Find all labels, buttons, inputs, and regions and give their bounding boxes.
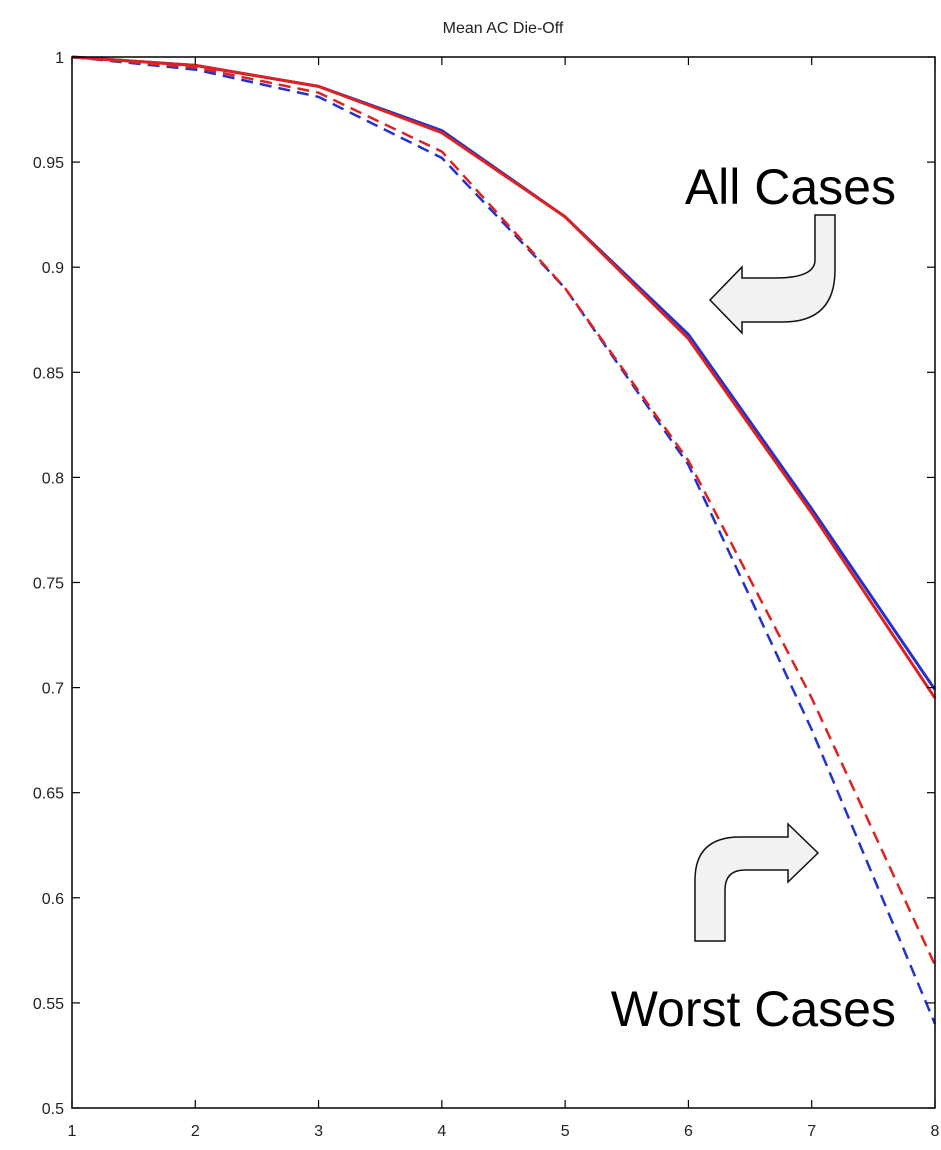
curved-arrow-right-icon — [694, 822, 820, 942]
series-line-1 — [71, 55, 937, 699]
curved-arrow-left-icon — [708, 214, 836, 335]
series-line-2 — [71, 55, 937, 1025]
x-tick-label: 4 — [437, 1123, 446, 1140]
y-tick-label: 0.65 — [33, 786, 64, 803]
y-tick-label: 0.85 — [33, 365, 64, 382]
x-tick-label: 1 — [68, 1123, 77, 1140]
chart-title: Mean AC Die-Off — [443, 20, 564, 37]
x-tick-label: 3 — [314, 1123, 323, 1140]
y-tick-label: 0.7 — [42, 681, 64, 698]
annotation-worst-cases: Worst Cases — [611, 981, 896, 1037]
y-tick-label: 0.55 — [33, 996, 64, 1013]
x-tick-label: 2 — [191, 1123, 200, 1140]
x-tick-label: 6 — [684, 1123, 693, 1140]
y-tick-label: 1 — [55, 50, 64, 67]
y-tick-label: 0.8 — [42, 470, 64, 487]
x-tick-label: 7 — [807, 1123, 816, 1140]
y-tick-label: 0.75 — [33, 576, 64, 593]
annotations: All Cases Worst Cases — [611, 159, 896, 1037]
series-line-0 — [71, 55, 937, 691]
y-tick-label: 0.9 — [42, 260, 64, 277]
series-line-3 — [71, 55, 937, 966]
plot-area: 0.5 0.55 0.6 0.65 0.7 0.75 0.8 0.85 0.9 0.95 1 1 2 3 4… — [33, 50, 940, 1140]
y-tick-label: 0.95 — [33, 155, 64, 172]
y-tick-label: 0.6 — [42, 891, 64, 908]
x-tick-label: 8 — [931, 1123, 940, 1140]
y-tick-label: 0.5 — [42, 1101, 64, 1118]
x-tick-label: 5 — [561, 1123, 570, 1140]
annotation-all-cases: All Cases — [685, 159, 896, 215]
